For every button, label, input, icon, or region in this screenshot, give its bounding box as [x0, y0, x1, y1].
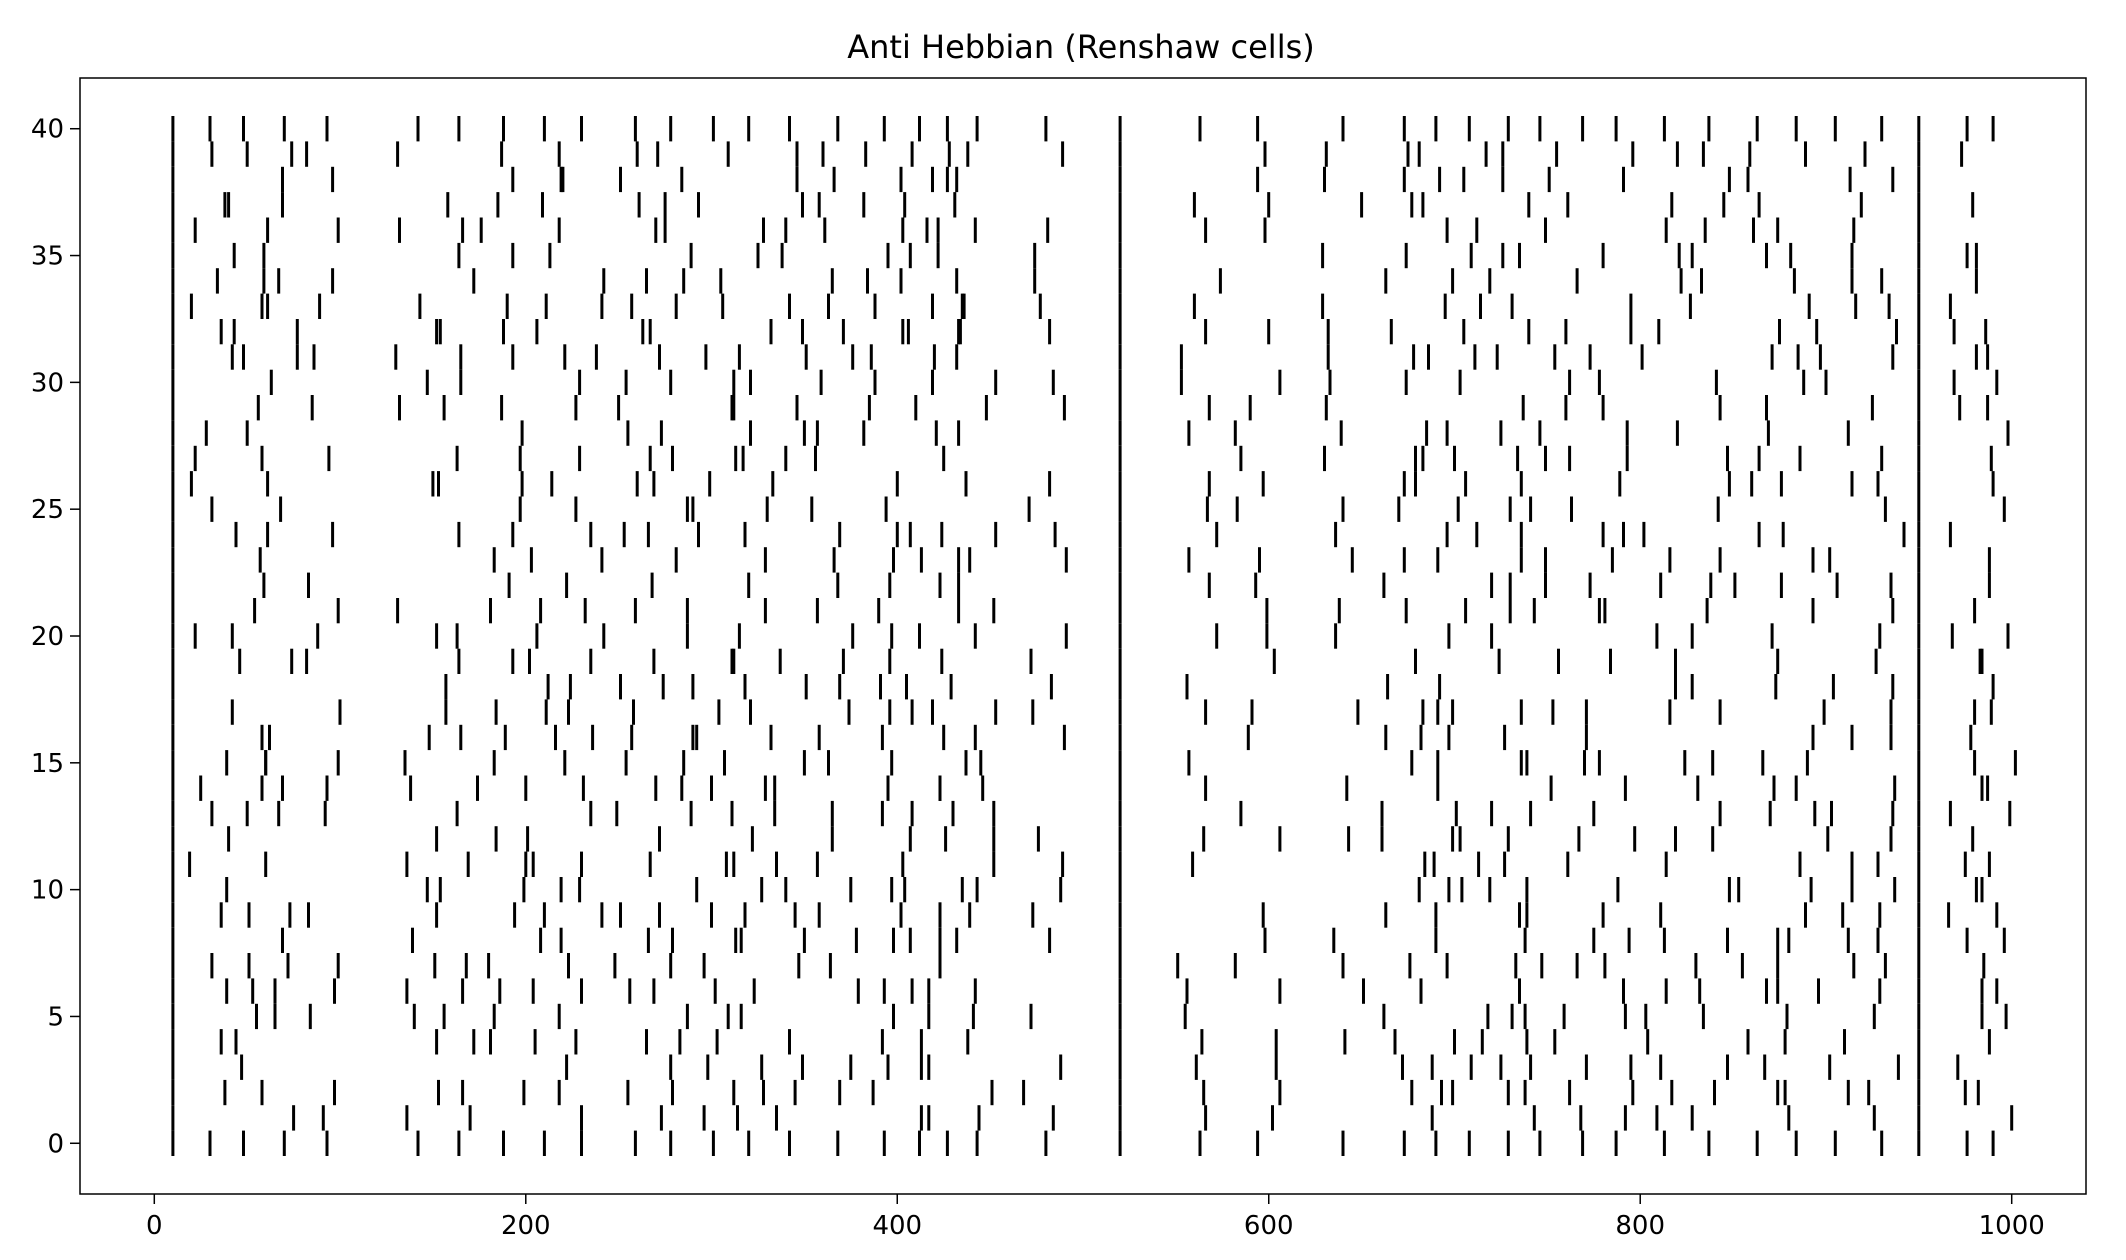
axis-ticks: 0 200 400 600 800 1000 0 5 10 15 20 25 30 35 40 [31, 115, 2045, 1241]
chart-title: Anti Hebbian (Renshaw cells) [847, 28, 1314, 66]
y-tick-label: 30 [31, 368, 64, 398]
spike-train-group [171, 116, 2017, 1156]
x-tick-label: 0 [146, 1211, 163, 1241]
plot-frame [79, 77, 2087, 1195]
x-tick-label: 400 [872, 1211, 922, 1241]
y-tick-label: 5 [47, 1002, 64, 1032]
y-tick-label: 40 [31, 115, 64, 145]
x-tick-label: 1000 [1979, 1211, 2045, 1241]
y-tick-label: 0 [47, 1129, 64, 1159]
y-tick-label: 35 [31, 242, 64, 272]
x-tick-label: 600 [1244, 1211, 1294, 1241]
y-tick-label: 25 [31, 495, 64, 525]
y-tick-label: 20 [31, 622, 64, 652]
y-tick-label: 15 [31, 749, 64, 779]
y-tick-label: 10 [31, 876, 64, 906]
x-tick-label: 800 [1615, 1211, 1665, 1241]
x-tick-label: 200 [501, 1211, 551, 1241]
